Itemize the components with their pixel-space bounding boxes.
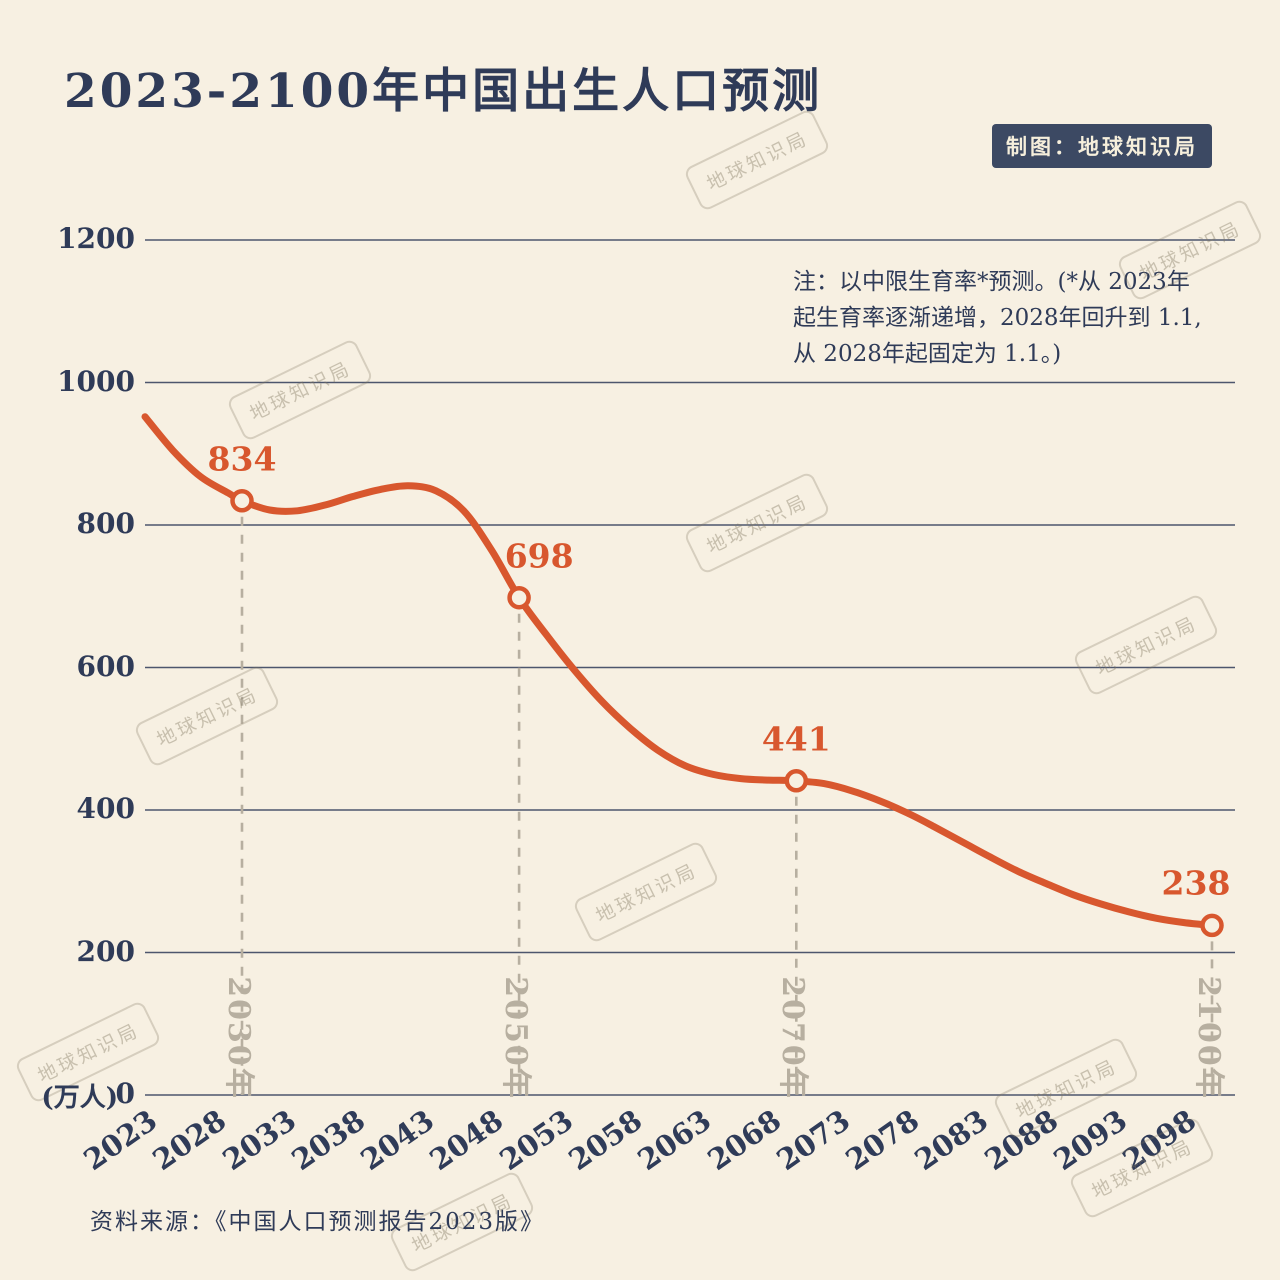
footnote-line: 注：以中限生育率*预测。(*从 2023年: [793, 269, 1190, 295]
data-point-marker: [784, 769, 809, 793]
data-source: 资料来源：《中国人口预测报告2023版》: [90, 1209, 546, 1235]
birth-population-curve: [141, 413, 1216, 929]
footnote-line: 从 2028年起固定为 1.1。): [793, 341, 1062, 367]
data-point-marker: [230, 489, 254, 513]
data-point-marker: [507, 585, 531, 610]
footnote-line: 起生育率逐渐递增，2028年回升到 1.1,: [793, 305, 1202, 331]
chart-title: 2023-2100年中国出生人口预测: [64, 64, 823, 119]
y-axis-unit-label: (万人): [41, 1083, 118, 1113]
credit-badge: 制图：地球知识局: [992, 124, 1212, 168]
data-point-marker: [1200, 913, 1224, 938]
footnote-block: 注：以中限生育率*预测。(*从 2023年 起生育率逐渐递增，2028年回升到 …: [793, 264, 1233, 372]
